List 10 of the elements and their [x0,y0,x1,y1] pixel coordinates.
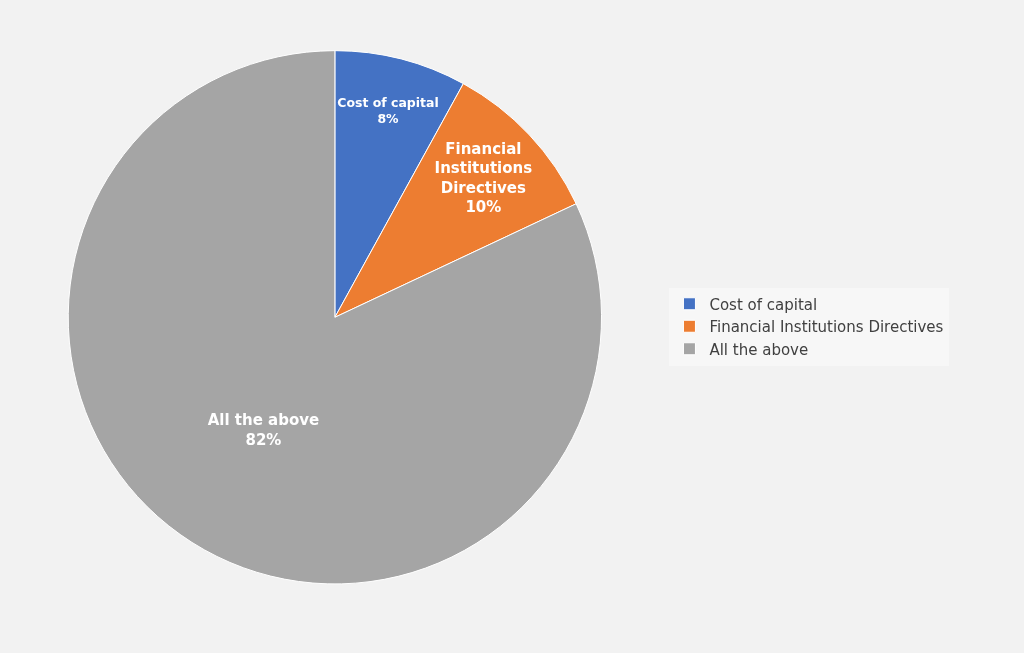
data-label: 8% [377,110,400,126]
slice-label: Financial Institutions Directives [434,139,533,197]
legend-label: All the above [709,340,809,359]
data-label: 10% [465,198,502,217]
data-label: 82% [245,430,282,449]
pie-slice [67,50,602,585]
slice-label: All the above [207,411,320,430]
slice-label: Cost of capital [337,94,439,110]
legend-label: Cost of capital [709,295,818,314]
legend-label: Financial Institutions Directives [709,318,944,337]
